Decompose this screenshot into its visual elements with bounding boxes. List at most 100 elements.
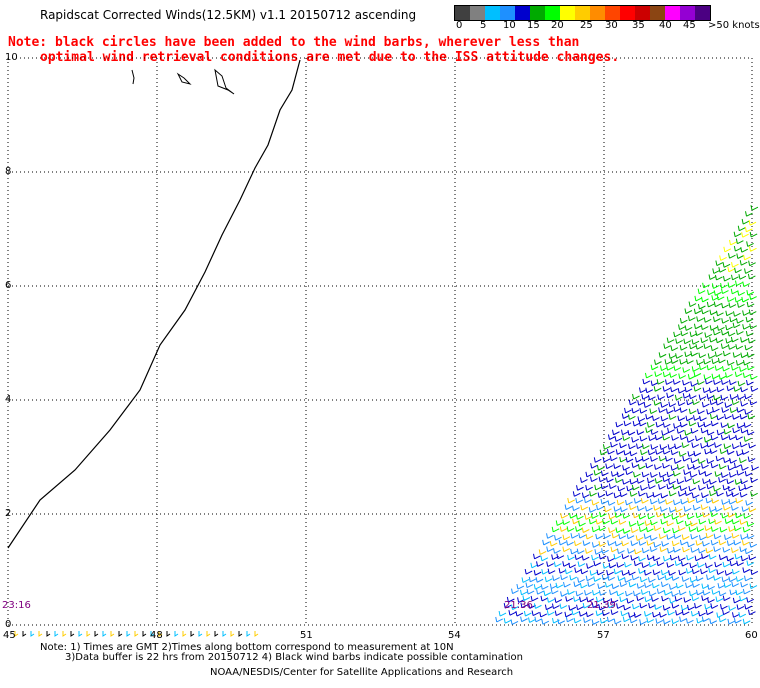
wind-barb — [708, 479, 717, 485]
wind-barb — [738, 457, 747, 464]
wind-barb — [740, 465, 749, 471]
wind-barb — [725, 372, 733, 378]
wind-barb — [706, 574, 714, 581]
wind-barb — [584, 548, 593, 554]
wind-barb — [689, 520, 698, 527]
wind-barb — [696, 316, 704, 322]
wind-barb — [670, 358, 679, 364]
wind-barb — [623, 420, 632, 427]
wind-barb — [681, 534, 690, 540]
wind-barb — [632, 420, 641, 427]
legend-label: 10 — [503, 20, 516, 31]
wind-barb — [585, 533, 594, 540]
wind-barb — [679, 485, 688, 491]
wind-barb — [670, 449, 679, 456]
wind-barb — [602, 444, 611, 450]
wind-barb — [671, 591, 679, 597]
wind-barb — [622, 528, 631, 534]
wind-barb — [646, 540, 655, 546]
wind-barb — [697, 458, 706, 464]
wind-barb — [730, 505, 739, 511]
wind-barb — [575, 497, 584, 504]
wind-barb — [729, 407, 738, 413]
wind-barb — [619, 456, 627, 463]
wind-barb — [708, 387, 717, 394]
wind-barb — [748, 260, 756, 267]
wind-speed-legend-labels: 0 5 10 15 20 25 30 35 40 45 >50 knots — [450, 20, 760, 34]
wind-barb — [604, 506, 612, 513]
wind-barb — [495, 616, 503, 623]
wind-barb — [739, 491, 748, 498]
wind-barb — [709, 336, 717, 343]
wind-barb — [731, 443, 740, 450]
wind-barb — [706, 409, 714, 415]
wind-barb — [721, 407, 730, 413]
wind-barb — [560, 591, 568, 597]
legend-swatch — [665, 6, 680, 20]
wind-barb — [54, 631, 59, 637]
wind-barb — [750, 491, 758, 497]
wind-barb — [690, 610, 699, 617]
wind-barb — [622, 513, 631, 519]
wind-barb — [582, 540, 591, 546]
wind-barb — [711, 498, 719, 504]
wind-barb — [593, 560, 602, 567]
wind-barb — [637, 400, 645, 406]
wind-barb — [703, 421, 712, 428]
wind-barb — [528, 576, 537, 583]
legend-swatch — [470, 6, 485, 20]
wind-barb — [720, 394, 729, 401]
legend-swatch — [650, 6, 665, 20]
wind-barb — [580, 504, 589, 511]
wind-barb — [748, 220, 757, 226]
legend-label: 30 — [605, 20, 618, 31]
wind-barb — [751, 464, 759, 471]
wind-barb — [526, 588, 535, 595]
wind-barb — [599, 511, 607, 518]
wind-barb — [681, 442, 690, 448]
wind-barb — [675, 582, 684, 589]
wind-barb — [565, 616, 574, 623]
wind-barb — [736, 407, 745, 413]
wind-barb — [665, 408, 674, 414]
wind-barb — [731, 399, 740, 406]
wind-barb — [530, 595, 539, 602]
wind-barb — [672, 484, 681, 490]
wind-barb — [714, 506, 723, 512]
wind-barb — [610, 598, 619, 604]
wind-barb — [558, 568, 567, 574]
wind-barb — [554, 610, 563, 617]
wind-barb — [653, 386, 662, 392]
wind-barb — [736, 318, 744, 324]
wind-barb — [716, 414, 725, 421]
wind-barb — [649, 408, 658, 415]
island — [176, 72, 192, 85]
wind-barb — [731, 518, 740, 525]
wind-barb — [608, 527, 616, 534]
wind-barb — [682, 379, 690, 386]
wind-barb — [626, 533, 635, 540]
wind-barb — [648, 590, 657, 597]
wind-barb — [687, 315, 696, 322]
legend-label: 25 — [580, 20, 593, 31]
wind-barb — [698, 352, 707, 359]
wind-barb — [720, 472, 729, 478]
wind-barb — [694, 603, 702, 609]
wind-barb — [633, 471, 641, 478]
wind-barb — [656, 588, 665, 595]
wind-barb — [660, 402, 669, 408]
wind-barb — [563, 581, 571, 588]
wind-barb — [658, 352, 667, 358]
wind-barb — [573, 540, 582, 547]
wind-barb — [636, 429, 645, 436]
wind-barb — [746, 429, 755, 436]
wind-barb — [678, 569, 687, 576]
wind-barb — [640, 449, 648, 456]
wind-barb — [719, 526, 728, 533]
wind-barb — [682, 546, 690, 553]
wind-barb — [715, 399, 724, 406]
wind-barb — [675, 338, 683, 344]
wind-barb — [639, 619, 647, 625]
wind-barb — [688, 408, 697, 415]
wind-barb — [740, 401, 749, 407]
